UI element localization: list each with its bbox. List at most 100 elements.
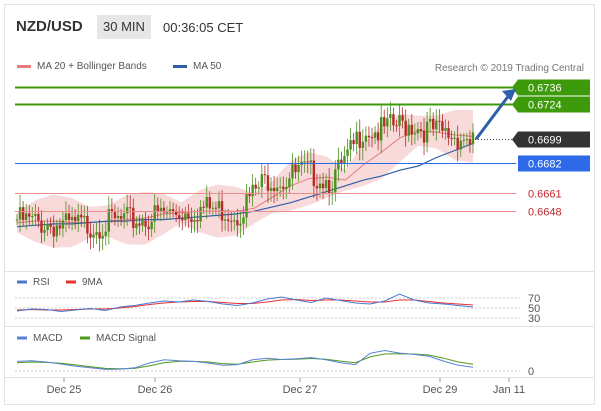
candle-body xyxy=(294,164,297,173)
currency-pair: NZD/USD xyxy=(16,18,83,35)
candle-body xyxy=(116,215,120,219)
level-badge-arrow xyxy=(512,79,518,96)
rsi-line xyxy=(16,293,474,313)
candle-body xyxy=(83,215,86,218)
candle-body xyxy=(77,214,80,222)
candle-body xyxy=(352,140,355,145)
candle-body xyxy=(147,226,150,230)
candle-body xyxy=(193,220,196,222)
chart-frame: NZD/USD 30 MIN 00:36:05 CET MA 20 + Boll… xyxy=(4,4,595,405)
candle-body xyxy=(113,212,117,219)
candle-body xyxy=(416,129,420,134)
macd-signal-line xyxy=(16,353,474,370)
candle-body xyxy=(425,121,429,143)
candle-body xyxy=(355,131,358,145)
candle-body xyxy=(392,114,395,126)
candle-body xyxy=(364,135,368,142)
candle-body xyxy=(318,183,322,189)
candle-body xyxy=(272,187,276,192)
candle-body xyxy=(18,207,22,220)
candle-body xyxy=(358,131,361,148)
candle-body xyxy=(86,215,89,234)
candle-body xyxy=(465,139,469,141)
price-panel xyxy=(15,101,475,252)
chart-credit: Research © 2019 Trading Central xyxy=(434,63,584,74)
candle-body xyxy=(181,218,184,221)
candle-body xyxy=(389,114,392,119)
candle-body xyxy=(291,164,294,179)
timeframe-badge[interactable]: 30 MIN xyxy=(97,15,151,39)
candle-body xyxy=(144,220,147,227)
candle-body xyxy=(28,213,31,217)
candle-body xyxy=(263,174,267,176)
candle-body xyxy=(49,224,52,227)
candle-body xyxy=(171,209,175,212)
candle-body xyxy=(58,225,62,229)
candle-body xyxy=(428,118,432,122)
candle-body xyxy=(245,193,248,218)
candle-body xyxy=(135,223,138,228)
candle-body xyxy=(275,187,279,192)
candle-body xyxy=(343,155,346,164)
candle-body xyxy=(331,192,334,194)
candle-body xyxy=(73,216,77,222)
candle-body xyxy=(386,118,389,127)
candle-body xyxy=(447,128,450,138)
candle-body xyxy=(376,132,380,141)
candle-body xyxy=(441,121,444,131)
level-badge-0.6682 xyxy=(518,155,590,172)
price-levels: 0.6736 0.6724 0.6699 0.6682 0.6661 0.6648 xyxy=(15,79,590,219)
projection-arrow xyxy=(474,93,512,141)
candle-body xyxy=(187,213,190,219)
macd-line xyxy=(16,349,474,370)
candle-body xyxy=(162,207,166,213)
candle-body xyxy=(269,187,273,191)
candle-body xyxy=(132,207,135,228)
candle-body xyxy=(334,169,337,193)
candle-body xyxy=(46,224,49,231)
candle-body xyxy=(395,125,398,127)
candle-body xyxy=(303,161,306,163)
candle-body xyxy=(468,139,472,145)
candle-body xyxy=(236,220,239,226)
candle-body xyxy=(288,178,291,187)
candle-body xyxy=(444,128,447,131)
candle-body xyxy=(239,223,242,226)
candle-body xyxy=(110,209,114,213)
candle-body xyxy=(211,207,215,209)
candle-body xyxy=(379,117,383,141)
candle-body xyxy=(174,211,178,216)
x-tick-label: Dec 25 xyxy=(47,384,82,396)
candle-body xyxy=(31,215,34,217)
candle-body xyxy=(260,174,264,188)
candle-body xyxy=(202,206,205,208)
candle-body xyxy=(214,207,218,209)
candle-body xyxy=(312,160,316,187)
candle-body xyxy=(92,234,95,238)
candle-body xyxy=(321,183,325,189)
candle-body xyxy=(248,193,251,197)
candle-body xyxy=(413,133,417,135)
candle-body xyxy=(24,213,28,220)
candle-body xyxy=(217,201,221,209)
candle-body xyxy=(64,213,68,221)
candle-body xyxy=(254,184,257,189)
candle-body xyxy=(242,217,245,224)
candle-body xyxy=(129,207,132,209)
candle-body xyxy=(471,132,475,145)
candle-body xyxy=(37,213,40,221)
candle-body xyxy=(324,180,328,189)
candle-body xyxy=(70,216,74,221)
rsi-tick-70: 70 xyxy=(528,293,540,305)
rsi-legend-label: RSI xyxy=(33,277,50,288)
candle-body xyxy=(223,219,227,221)
candle-body xyxy=(456,137,459,150)
candle-body xyxy=(340,159,343,164)
candle-body xyxy=(125,207,129,214)
level-badge-0.6736 xyxy=(518,79,590,96)
candle-body xyxy=(156,205,159,212)
candle-body xyxy=(205,196,208,208)
bollinger-band xyxy=(17,109,473,248)
chart-header: NZD/USD 30 MIN 00:36:05 CET xyxy=(5,5,594,39)
